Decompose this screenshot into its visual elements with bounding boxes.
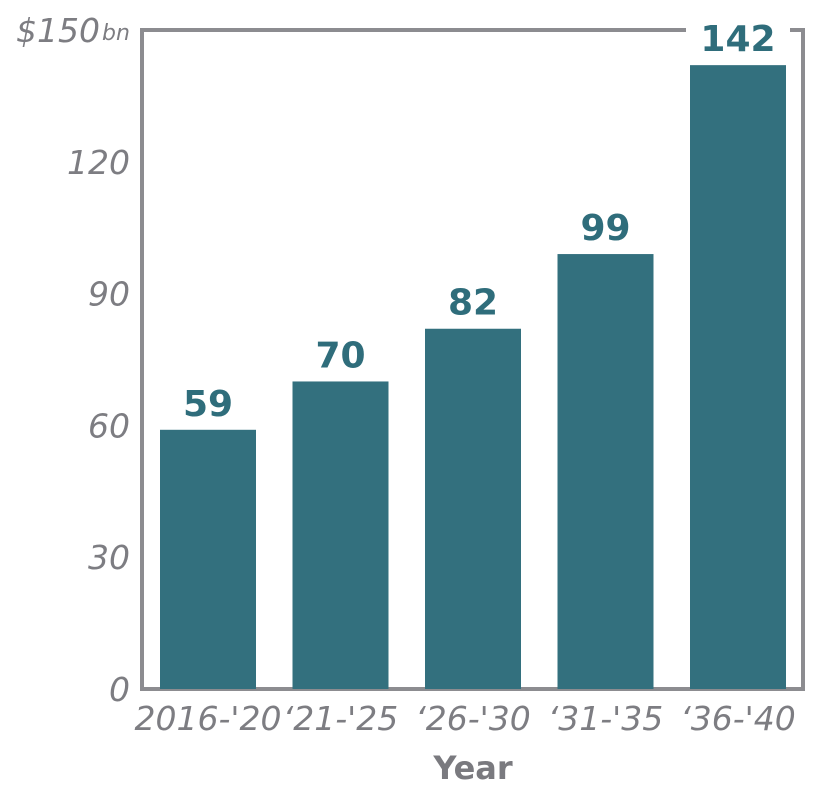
- bar-4: [690, 65, 786, 689]
- data-labels: 59 70 82 99 142: [183, 19, 790, 425]
- y-tick-label-2: 60: [88, 406, 130, 445]
- x-tick-label-1: ‘21-'25: [283, 699, 398, 738]
- bar-3: [557, 254, 654, 689]
- bar-1: [292, 381, 389, 689]
- data-label-4: 142: [700, 19, 775, 60]
- data-label-2: 82: [448, 283, 498, 324]
- bar-0: [160, 429, 256, 689]
- x-tick-label-4: ‘36-'40: [680, 699, 795, 738]
- x-tick-label-0: 2016-'20: [135, 699, 282, 738]
- y-tick-label-0: 0: [109, 670, 130, 709]
- x-axis-ticks: 2016-'20 ‘21-'25 ‘26-'30 ‘31-'35 ‘36-'40: [135, 699, 796, 738]
- y-tick-unit-label: bn: [102, 21, 130, 46]
- x-tick-label-2: ‘26-'30: [415, 699, 530, 738]
- y-tick-label-5: $150: [16, 11, 100, 50]
- x-axis-title: Year: [432, 749, 513, 786]
- x-tick-label-3: ‘31-'35: [548, 699, 663, 738]
- data-label-background-4: [686, 22, 790, 52]
- data-label-3: 99: [580, 208, 630, 249]
- y-tick-label-1: 30: [88, 538, 130, 577]
- y-axis-ticks: 0 30 60 90 120 $150 bn: [16, 11, 130, 709]
- data-label-0: 59: [183, 384, 233, 425]
- y-tick-label-4: 120: [67, 143, 130, 182]
- y-tick-label-3: 90: [88, 275, 130, 314]
- data-label-1: 70: [315, 335, 365, 376]
- bar-2: [425, 328, 521, 689]
- bars-group: [160, 65, 786, 689]
